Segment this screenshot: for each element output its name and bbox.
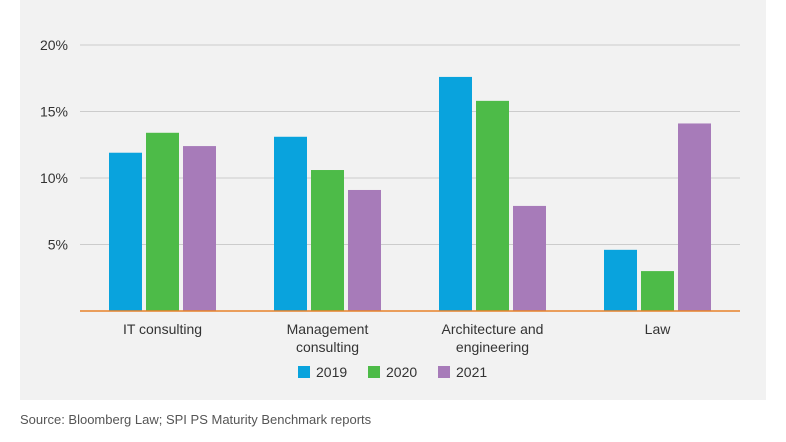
bar-2020	[311, 170, 344, 311]
x-tick-label: consulting	[296, 339, 359, 355]
bar-2021	[183, 146, 216, 311]
y-tick-label: 15%	[40, 104, 68, 120]
legend-swatch-2020	[368, 366, 380, 378]
bar-2021	[348, 189, 381, 311]
bar-2019	[604, 249, 637, 311]
bar-2021	[678, 123, 711, 311]
bar-2021	[513, 205, 546, 311]
bar-2020	[641, 271, 674, 311]
bar-2020	[476, 100, 509, 311]
bar-2019	[109, 152, 142, 311]
bar-2020	[146, 132, 179, 311]
chart-panel: 20% 15% 10% 5% IT consulting Management consul…	[20, 0, 766, 400]
bar-chart: 20% 15% 10% 5% IT consulting Management consul…	[40, 37, 740, 380]
bar-2019	[439, 76, 472, 311]
legend-swatch-2019	[298, 366, 310, 378]
legend-label-2021: 2021	[456, 364, 487, 380]
legend-swatch-2021	[438, 366, 450, 378]
x-tick-label: IT consulting	[123, 321, 202, 337]
y-tick-label: 5%	[48, 237, 68, 253]
x-tick-label: engineering	[456, 339, 529, 355]
legend-label-2019: 2019	[316, 364, 347, 380]
y-tick-label: 20%	[40, 37, 68, 53]
legend-label-2020: 2020	[386, 364, 417, 380]
x-tick-label: Law	[645, 321, 672, 337]
bar-2019	[274, 136, 307, 311]
source-note: Source: Bloomberg Law; SPI PS Maturity B…	[20, 412, 372, 427]
x-tick-label: Architecture and	[442, 321, 544, 337]
x-tick-label: Management	[287, 321, 369, 337]
y-tick-label: 10%	[40, 170, 68, 186]
